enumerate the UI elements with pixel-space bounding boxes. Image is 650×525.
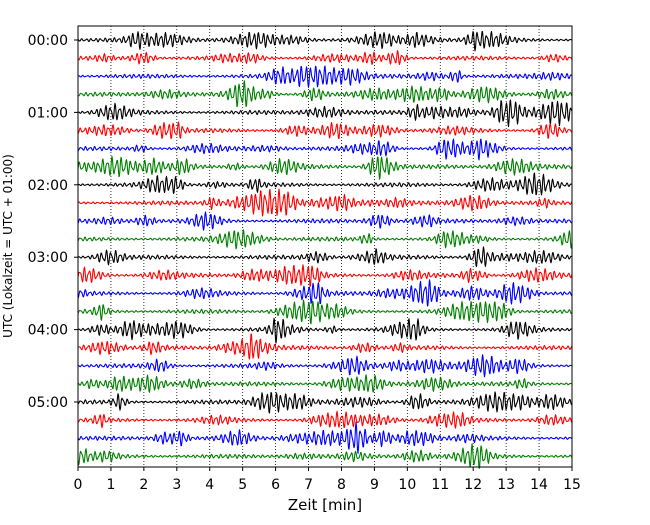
x-tick-label: 15	[563, 477, 581, 493]
y-tick-label: 04:00	[28, 323, 68, 339]
x-tick-label: 14	[530, 477, 548, 493]
trace-line-11	[77, 229, 573, 250]
y-tick-label: 01:00	[28, 105, 68, 121]
trace-line-5	[77, 121, 573, 139]
trace-line-0	[77, 30, 573, 52]
x-tick-label: 12	[464, 477, 482, 493]
x-tick-label: 7	[304, 477, 313, 493]
y-tick-label: 02:00	[28, 178, 68, 194]
x-tick-label: 3	[172, 477, 181, 493]
x-ticks: 0 1 2 3 4 5 6 7 8 9 10 11 12 13 14 15	[74, 467, 581, 493]
trace-line-12	[77, 246, 573, 268]
trace-line-10	[77, 211, 573, 231]
trace-line-13	[77, 264, 573, 287]
y-axis-label: UTC (Lokalzeit = UTC + 01:00)	[1, 154, 15, 338]
trace-line-9	[77, 188, 573, 217]
x-tick-label: 10	[398, 477, 416, 493]
x-tick-label: 2	[139, 477, 148, 493]
trace-line-19	[77, 374, 573, 393]
x-tick-label: 4	[205, 477, 214, 493]
x-tick-label: 9	[370, 477, 379, 493]
y-tick-label: 05:00	[28, 395, 68, 411]
y-tick-label: 03:00	[28, 250, 68, 266]
trace-line-17	[77, 333, 573, 360]
trace-line-7	[77, 155, 573, 180]
trace-line-20	[77, 391, 573, 414]
trace-line-21	[77, 410, 573, 429]
trace-line-4	[77, 99, 573, 128]
y-ticks: 00:00 01:00 02:00 03:00 04:00 05:00	[28, 33, 78, 411]
x-tick-label: 5	[238, 477, 247, 493]
trace-line-23	[77, 443, 573, 469]
trace-line-6	[77, 138, 573, 161]
x-tick-label: 0	[74, 477, 83, 493]
trace-line-3	[77, 80, 573, 108]
trace-line-22	[77, 421, 573, 454]
trace-line-15	[77, 299, 573, 325]
trace-line-16	[77, 317, 573, 344]
x-tick-label: 8	[337, 477, 346, 493]
trace-layer	[77, 30, 573, 469]
x-axis-label: Zeit [min]	[288, 496, 362, 514]
x-tick-label: 1	[106, 477, 115, 493]
trace-line-1	[77, 50, 573, 66]
x-tick-label: 6	[271, 477, 280, 493]
y-tick-label: 00:00	[28, 33, 68, 49]
plot-frame	[77, 25, 573, 468]
trace-line-2	[77, 65, 573, 88]
x-tick-label: 11	[431, 477, 449, 493]
trace-line-18	[77, 354, 573, 378]
x-tick-label: 13	[497, 477, 515, 493]
trace-line-14	[77, 279, 573, 307]
trace-line-8	[77, 172, 573, 196]
